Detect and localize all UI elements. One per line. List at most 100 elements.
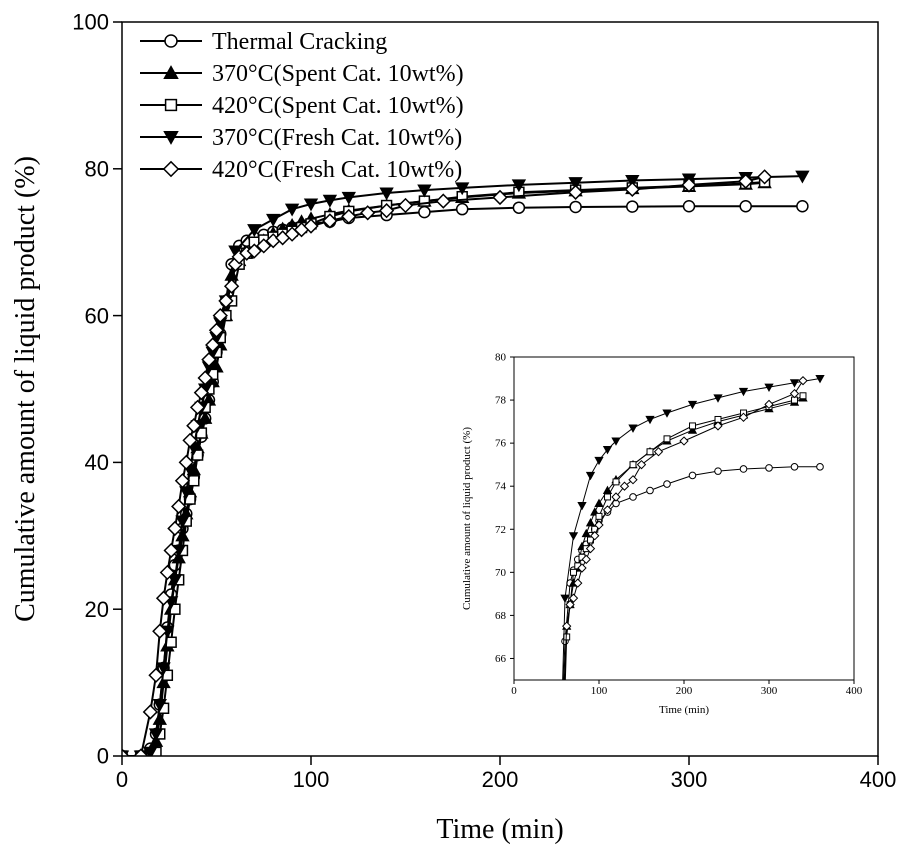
inset-data-point (689, 422, 696, 430)
main-data-point (626, 200, 639, 213)
main-x-tick-label: 200 (482, 767, 519, 792)
main-data-point (435, 193, 451, 209)
main-panel: 0 100 200 300 400 0 20 40 60 80 100 Time (min) Cumul… (10, 10, 896, 845)
inset-data-point (636, 459, 647, 470)
main-y-tick-label: 20 (85, 597, 109, 622)
inset-data-point (663, 480, 671, 488)
main-data-point (201, 351, 217, 368)
inset-data-point (590, 531, 600, 541)
inset-data-point (739, 465, 748, 473)
main-data-point (212, 307, 228, 324)
main-data-point (322, 213, 338, 229)
legend-marker-circle-open (164, 34, 178, 48)
inset-data-point (646, 486, 654, 495)
inset-data-point (585, 517, 596, 527)
inset-data-point (687, 425, 698, 434)
inset-data-point (629, 461, 637, 469)
inset-data-point (604, 493, 611, 501)
inset-y-tick-label: 72 (495, 524, 506, 536)
main-data-point (256, 238, 272, 254)
legend-entry-label: 420°C(Fresh Cat. 10wt%) (212, 157, 462, 183)
inset-data-point (565, 599, 575, 610)
main-data-point (174, 473, 191, 489)
inset-data-point (581, 528, 591, 538)
inset-data-point (628, 475, 638, 485)
inset-data-point (713, 421, 723, 431)
main-data-point (568, 177, 583, 191)
main-data-point (492, 189, 508, 206)
inset-data-point (713, 394, 723, 403)
legend-marker-triangle-down-filled (163, 130, 179, 145)
inset-data-point (562, 621, 572, 631)
inset-data-point (585, 543, 596, 554)
inset-x-tick-label: 0 (511, 685, 517, 697)
legend-entry-label: 420°C(Spent Cat. 10wt%) (212, 93, 464, 119)
legend-marker-triangle-up-filled (163, 65, 179, 80)
main-data-point (397, 197, 414, 214)
inset-y-tick-label: 66 (495, 653, 507, 665)
inset-data-point (629, 493, 637, 501)
main-y-axis-label: Cumulative amount of liquid product (%) (10, 156, 41, 622)
main-data-point (511, 179, 527, 193)
legend-marker-diamond-open (162, 160, 180, 178)
main-x-tick-label: 0 (116, 767, 128, 792)
inset-data-point (687, 400, 698, 410)
inset-data-point (568, 593, 579, 603)
inset-data-point (573, 578, 583, 588)
main-data-point (178, 454, 194, 471)
main-y-tick-label: 60 (85, 303, 109, 328)
main-data-point (142, 704, 159, 720)
inset-data-point (799, 392, 807, 400)
main-data-point (418, 205, 431, 219)
main-data-point (152, 623, 168, 639)
main-data-point (322, 194, 338, 208)
inset-data-point (602, 505, 613, 515)
inset-y-tick-label: 80 (495, 352, 507, 364)
main-data-point (341, 208, 357, 225)
inset-data-point (611, 437, 621, 446)
inset-data-point (662, 409, 672, 418)
main-data-point (625, 174, 640, 188)
main-data-point (167, 574, 183, 588)
main-data-point (193, 385, 210, 401)
inset-y-axis-label: Cumulative amount of liquid product (%) (461, 427, 473, 610)
inset-data-point (790, 463, 799, 471)
inset-panel: 0 100 200 300 400 66 68 70 72 74 76 78 80 Time (min) C… (461, 352, 863, 717)
main-data-point (156, 662, 171, 676)
inset-y-tick-label: 68 (495, 610, 507, 622)
main-x-tick-label: 400 (860, 767, 897, 792)
inset-data-point (612, 478, 620, 486)
inset-y-tick-label: 74 (495, 481, 507, 493)
inset-y-tick-label: 76 (495, 438, 507, 450)
inset-data-point (594, 498, 604, 507)
inset-data-point (663, 435, 671, 443)
inset-y-tick-label: 70 (495, 567, 507, 579)
inset-data-point (628, 424, 638, 433)
main-data-point (796, 199, 809, 213)
inset-data-point (577, 502, 587, 511)
main-data-point (739, 199, 752, 213)
inset-data-point (646, 448, 654, 456)
main-data-point (738, 173, 754, 189)
inset-data-point (560, 594, 570, 603)
main-data-point (148, 728, 164, 742)
main-data-point (246, 243, 262, 259)
main-data-point (175, 515, 190, 529)
main-data-point (378, 202, 395, 219)
main-data-point (133, 748, 149, 756)
inset-x-axis-label: Time (min) (659, 704, 709, 716)
main-data-point (167, 520, 183, 537)
inset-data-point (738, 412, 749, 422)
main-data-point (186, 418, 202, 434)
main-data-point (152, 699, 167, 712)
main-data-point (152, 711, 167, 725)
inset-data-point (765, 464, 773, 472)
main-data-point (360, 205, 376, 221)
main-y-tick-label: 0 (97, 744, 109, 769)
main-series-4 (122, 169, 773, 756)
inset-data-point (789, 388, 800, 399)
main-y-tick-label: 100 (72, 10, 109, 35)
main-data-point (682, 199, 696, 213)
main-data-point (455, 182, 470, 196)
